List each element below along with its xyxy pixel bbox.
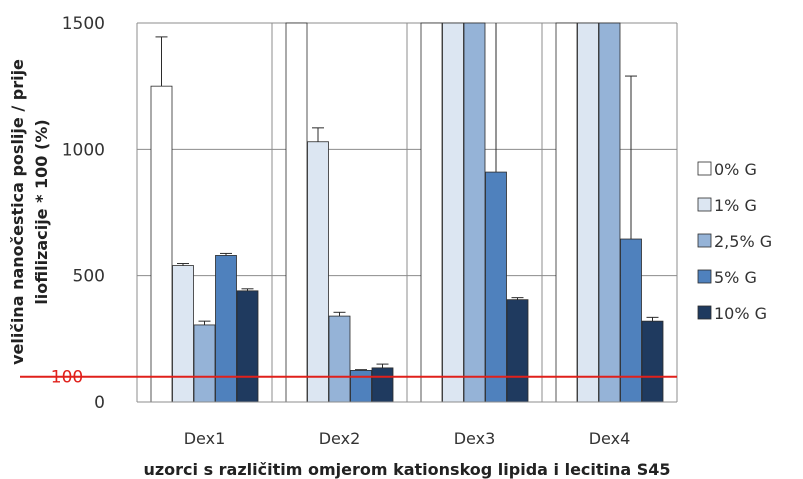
- y-tick-label-1000: 1000: [62, 140, 105, 160]
- legend-swatch-0: [697, 161, 712, 176]
- legend-label-0: 0% G: [714, 160, 757, 179]
- bar-dex1-series-0: [150, 85, 173, 403]
- x-tick-label-dex4: Dex4: [589, 429, 631, 448]
- bar-dex1-series-3: [215, 255, 237, 403]
- x-tick-label-dex2: Dex2: [319, 429, 361, 448]
- bar-dex2-series-2: [328, 315, 351, 403]
- legend-swatch-1: [697, 197, 712, 212]
- bar-dex3-series-1: [442, 22, 464, 403]
- legend-swatch-3: [697, 269, 712, 284]
- legend-label-1: 1% G: [714, 196, 757, 215]
- bar-dex3-series-3: [485, 171, 507, 403]
- bar-dex2-series-4: [371, 367, 394, 403]
- bar-dex4-series-2: [598, 22, 621, 403]
- axis-titles: uzorci s različitim omjerom kationskog l…: [8, 59, 671, 479]
- x-tick-label-dex3: Dex3: [454, 429, 496, 448]
- bar-dex4-series-1: [577, 22, 599, 403]
- x-tick-label-dex1: Dex1: [184, 429, 226, 448]
- legend-swatch-2: [697, 233, 712, 248]
- legend-label-4: 10% G: [714, 304, 767, 323]
- bar-dex1-series-4: [236, 290, 259, 403]
- legend-swatch-4: [697, 305, 712, 320]
- y-axis-title-line-1: veličina nanočestica poslije / prije: [8, 59, 27, 365]
- bar-dex3-series-2: [463, 22, 486, 403]
- legend: 0% G 1% G 2,5% G 5% G 10% G: [697, 160, 772, 323]
- bar-dex1-series-2: [193, 324, 216, 403]
- legend-label-2: 2,5% G: [714, 232, 772, 251]
- bar-dex3-series-4: [506, 299, 529, 403]
- bar-dex4-series-4: [641, 320, 664, 403]
- bar-dex3-series-0: [420, 22, 443, 403]
- bar-dex2-series-1: [307, 141, 329, 403]
- reference-line-layer: 100: [20, 368, 677, 388]
- bars-layer: [150, 22, 664, 403]
- axes-layer: 0 500 1000 1500 Dex1 Dex2 Dex3 Dex4: [62, 14, 678, 448]
- bar-dex2-series-3: [350, 370, 372, 403]
- bar-dex2-series-0: [285, 22, 308, 403]
- y-tick-label-1500: 1500: [62, 14, 105, 34]
- reference-line-label: 100: [51, 368, 83, 388]
- legend-label-3: 5% G: [714, 268, 757, 287]
- bar-dex1-series-1: [172, 265, 194, 403]
- error-bars-layer: [155, 23, 659, 371]
- y-tick-label-500: 500: [73, 267, 105, 287]
- y-tick-label-0: 0: [94, 393, 105, 413]
- x-axis-title: uzorci s različitim omjerom kationskog l…: [143, 460, 670, 479]
- y-axis-title-line-2: liofilizacije * 100 (%): [32, 119, 51, 304]
- bar-dex4-series-0: [555, 22, 578, 403]
